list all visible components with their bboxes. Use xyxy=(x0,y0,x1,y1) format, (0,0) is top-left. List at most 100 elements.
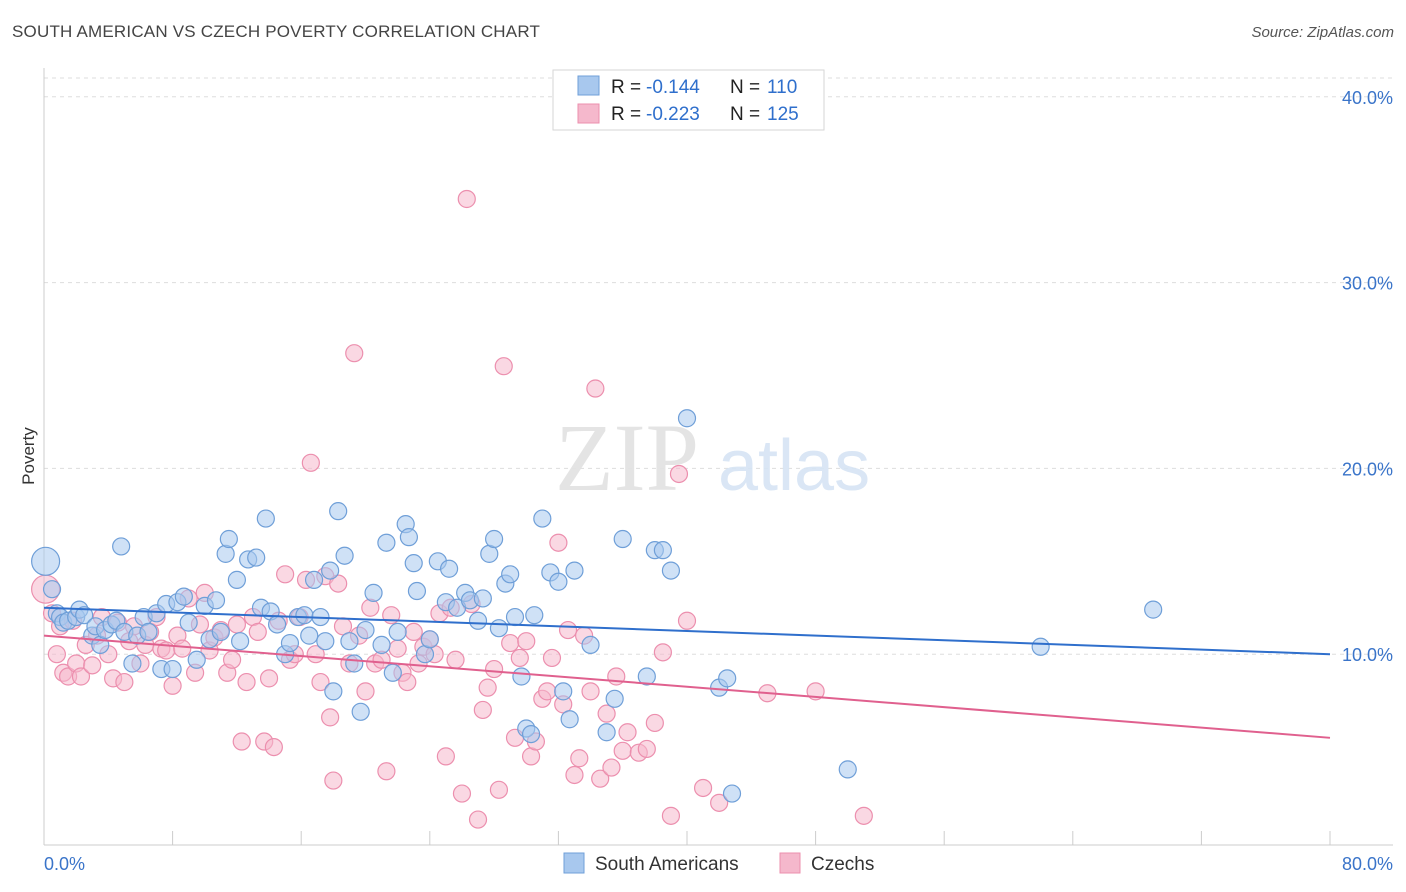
czechs-point xyxy=(404,622,423,642)
czechs-point xyxy=(276,565,295,584)
south-americans-point xyxy=(505,607,525,627)
czechs-point xyxy=(538,682,557,701)
stats-legend-blue-n-value: 110 xyxy=(767,77,797,98)
czechs-point xyxy=(669,464,689,484)
czechs-point xyxy=(321,708,340,727)
czechs-point xyxy=(324,771,343,790)
south-americans-point xyxy=(554,682,573,701)
czechs-point xyxy=(854,806,873,825)
czechs-point xyxy=(613,741,632,760)
czechs-point xyxy=(645,713,664,733)
south-americans-point xyxy=(838,760,857,779)
czechs-point xyxy=(356,682,375,701)
czechs-point xyxy=(361,598,380,617)
czechs-point xyxy=(457,189,476,209)
czechs-point xyxy=(446,650,465,669)
south-americans-point xyxy=(1144,600,1163,619)
czechs-point xyxy=(517,632,536,651)
stats-legend-pink-r-value: -0.223 xyxy=(646,104,700,125)
south-americans-point xyxy=(329,502,348,521)
south-americans-point xyxy=(407,581,427,601)
stats-legend-blue-swatch xyxy=(577,75,600,96)
stats-legend-blue-n-label: N = xyxy=(730,77,760,98)
south-americans-point xyxy=(280,633,300,653)
czechs-point xyxy=(478,678,497,697)
south-americans-point xyxy=(187,650,206,669)
y-axis-title: Poverty xyxy=(19,427,38,485)
stats-legend-blue-r-label: R = xyxy=(611,77,641,98)
south-americans-point xyxy=(404,554,423,573)
czechs-point xyxy=(542,648,562,668)
south-americans-point xyxy=(211,622,230,642)
south-americans-point xyxy=(174,587,193,606)
series-legend: South Americans Czechs xyxy=(563,852,874,875)
czechs-point xyxy=(494,357,513,376)
czechs-point xyxy=(301,453,320,472)
south-americans-point xyxy=(227,570,246,589)
south-americans-point xyxy=(304,570,324,589)
czechs-point xyxy=(436,747,455,766)
south-americans-point xyxy=(501,565,520,584)
south-americans-point xyxy=(388,622,407,642)
south-americans-point xyxy=(653,541,672,560)
legend-czechs-swatch xyxy=(779,852,801,874)
south-americans-point xyxy=(316,632,335,651)
source-label: Source: ZipAtlas.com xyxy=(1251,24,1394,41)
south-americans-point xyxy=(565,561,584,580)
czechs-point xyxy=(602,758,621,777)
y-tick-labels: 10.0% 20.0% 30.0% 40.0% xyxy=(1342,88,1393,665)
chart-title: SOUTH AMERICAN VS CZECH POVERTY CORRELAT… xyxy=(12,22,541,41)
czechs-point xyxy=(173,639,192,658)
y-tick-label: 10.0% xyxy=(1342,645,1393,665)
legend-south-americans-swatch xyxy=(563,852,585,874)
y-tick-label: 30.0% xyxy=(1342,274,1393,294)
south-americans-point xyxy=(722,784,742,803)
czechs-points xyxy=(31,189,873,829)
czechs-point xyxy=(565,765,584,785)
south-americans-point xyxy=(399,528,419,547)
south-americans-point xyxy=(372,635,391,655)
south-americans-point xyxy=(533,509,552,528)
south-americans-point xyxy=(364,583,383,602)
czechs-point xyxy=(398,672,417,692)
south-americans-point xyxy=(560,710,579,729)
czechs-point xyxy=(558,620,578,640)
y-tick-label: 40.0% xyxy=(1342,88,1393,108)
south-americans-point xyxy=(247,548,266,567)
czechs-point xyxy=(377,762,396,781)
czechs-point xyxy=(71,667,91,686)
czechs-point xyxy=(549,533,568,552)
south-americans-point xyxy=(439,559,459,578)
south-americans-point xyxy=(256,509,275,528)
watermark-atlas: atlas xyxy=(718,426,870,506)
czechs-point xyxy=(710,793,729,812)
x-ticks xyxy=(43,831,1331,845)
czechs-point xyxy=(570,749,589,768)
czechs-point xyxy=(581,682,600,701)
south-americans-point xyxy=(485,529,504,549)
south-americans-point xyxy=(163,659,182,679)
south-americans-point xyxy=(351,702,370,721)
south-americans-point xyxy=(377,533,396,552)
watermark-zip: ZIP xyxy=(555,404,699,511)
south-americans-point xyxy=(216,544,235,563)
south-americans-point xyxy=(677,409,697,428)
czechs-point xyxy=(586,379,605,398)
south-americans-point xyxy=(521,724,541,744)
south-americans-point xyxy=(473,589,492,608)
czechs-point xyxy=(83,656,102,675)
south-americans-point xyxy=(420,630,439,649)
czechs-point xyxy=(259,669,279,688)
legend-czechs-label: Czechs xyxy=(811,854,874,875)
legend-south-americans-label: South Americans xyxy=(595,854,739,875)
czechs-point xyxy=(163,676,182,695)
south-americans-point xyxy=(489,619,509,638)
south-americans-point xyxy=(468,611,488,630)
czechs-point xyxy=(653,643,672,662)
south-americans-point xyxy=(637,667,656,686)
czechs-point xyxy=(473,700,492,720)
czechs-point xyxy=(618,723,637,742)
south-americans-point xyxy=(112,537,131,556)
czechs-point xyxy=(227,615,246,634)
